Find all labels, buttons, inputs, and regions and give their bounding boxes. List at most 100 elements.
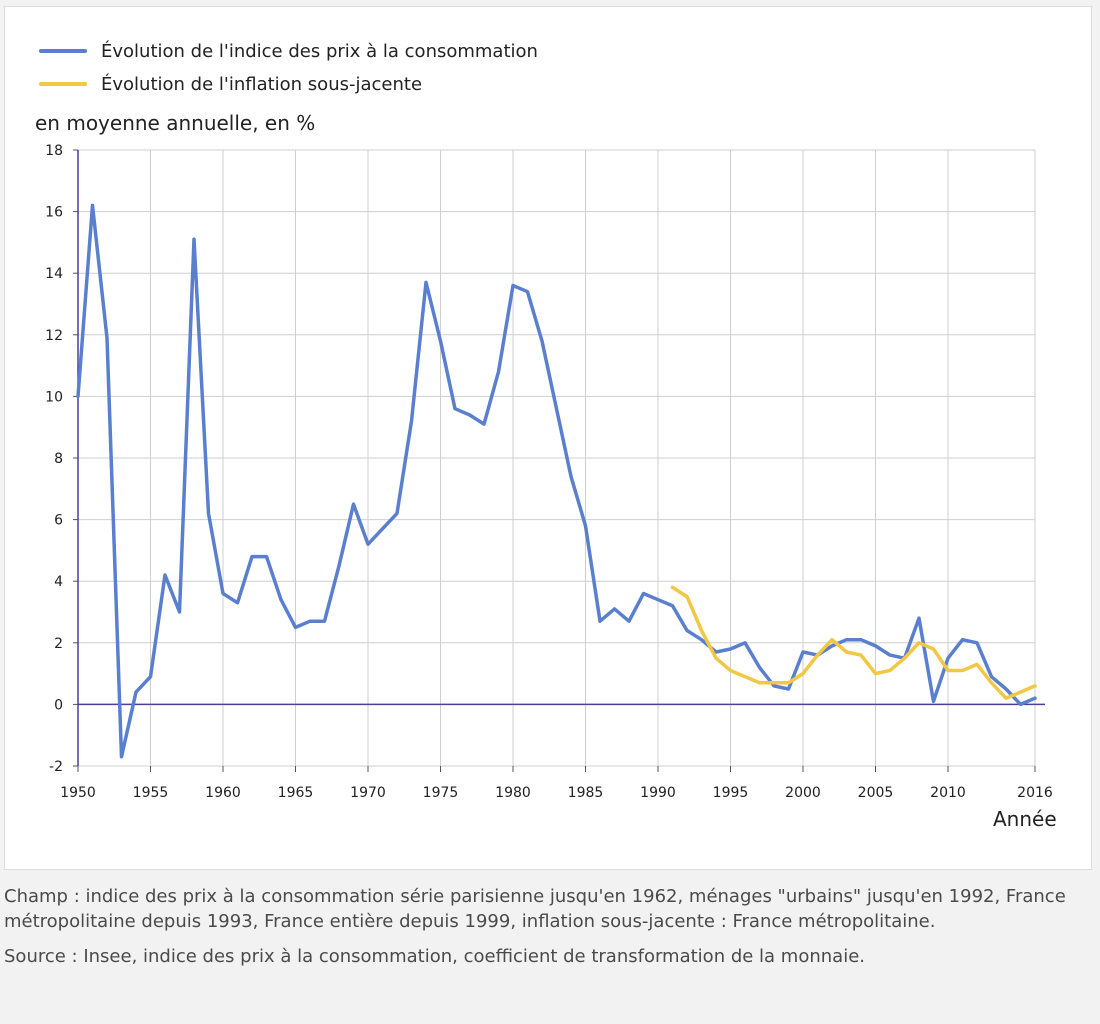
data-point-cpi-1987	[613, 608, 616, 610]
axes	[73, 149, 1045, 772]
data-point-cpi-2002	[831, 645, 833, 647]
data-point-cpi-1989	[642, 592, 645, 595]
data-point-cpi-1994	[715, 651, 717, 653]
data-point-cpi-2000	[802, 651, 804, 653]
x-tick-label-2016: 2016	[1017, 785, 1053, 801]
y-axis-label: en moyenne annuelle, en %	[35, 111, 316, 135]
data-point-core-inflation-2008	[918, 642, 920, 644]
data-point-cpi-2005	[874, 645, 877, 647]
data-point-cpi-2015	[1019, 703, 1022, 706]
data-point-core-inflation-2014	[1005, 697, 1007, 699]
data-point-cpi-1984	[570, 475, 572, 478]
x-tick-label-1965: 1965	[278, 785, 314, 801]
data-point-cpi-1972	[396, 512, 398, 515]
y-tick-label-6: 6	[54, 513, 63, 529]
data-point-core-inflation-1996	[744, 675, 746, 678]
data-point-cpi-1996	[744, 642, 746, 644]
champ-note: Champ : indice des prix à la consommatio…	[4, 886, 1066, 932]
x-tick-label-2005: 2005	[858, 785, 894, 801]
data-point-cpi-1974	[425, 281, 427, 284]
data-point-core-inflation-2006	[889, 669, 891, 672]
data-point-cpi-1997	[758, 666, 761, 669]
data-point-cpi-1971	[381, 528, 384, 530]
data-point-cpi-1960	[222, 592, 224, 595]
x-tick-label-1975: 1975	[423, 785, 459, 801]
data-point-cpi-2010	[947, 657, 949, 659]
data-point-cpi-2009	[932, 700, 935, 703]
data-point-core-inflation-1995	[729, 669, 732, 672]
data-point-cpi-2012	[976, 642, 978, 644]
data-point-cpi-2013	[990, 675, 993, 678]
legend-label-core-inflation: Évolution de l'inflation sous-jacente	[101, 73, 423, 95]
legend-item-cpi: Évolution de l'indice des prix à la cons…	[39, 39, 538, 63]
data-point-cpi-1979	[497, 371, 500, 373]
data-point-cpi-2003	[845, 638, 848, 641]
data-point-core-inflation-2011	[961, 669, 964, 672]
x-tick-label-2010: 2010	[930, 785, 966, 801]
data-point-cpi-1958	[193, 238, 195, 241]
legend-item-core-inflation: Évolution de l'inflation sous-jacente	[39, 72, 422, 96]
data-point-cpi-1975	[439, 340, 442, 342]
data-point-cpi-1963	[265, 555, 268, 558]
data-point-cpi-1999	[787, 688, 790, 690]
data-point-cpi-1973	[410, 420, 413, 422]
y-tick-label-14: 14	[45, 266, 63, 282]
data-point-cpi-1982	[541, 340, 543, 342]
y-tick-label-10: 10	[45, 389, 63, 405]
data-point-core-inflation-2003	[845, 651, 848, 653]
y-tick-label--2: -2	[49, 759, 63, 775]
x-tick-label-2000: 2000	[785, 785, 821, 801]
data-point-cpi-1985	[584, 525, 587, 527]
chart-panel: -2 0 2 4 6 8 10 12 14 16 18 1950 1955 1960 1965 1970 197…	[4, 6, 1092, 870]
y-tick-label-4: 4	[54, 574, 63, 590]
data-point-cpi-1988	[628, 620, 630, 622]
data-point-cpi-1976	[454, 407, 456, 410]
data-point-core-inflation-1993	[700, 629, 703, 632]
data-point-cpi-1950	[77, 395, 79, 398]
data-point-core-inflation-1992	[686, 595, 688, 598]
data-point-cpi-1980	[512, 284, 514, 287]
data-point-core-inflation-2012	[976, 663, 978, 666]
data-point-cpi-1965	[294, 626, 297, 629]
data-point-cpi-1959	[207, 512, 210, 515]
data-point-cpi-1962	[251, 555, 253, 558]
tick-labels: -2 0 2 4 6 8 10 12 14 16 18 1950 1955 1960 1965 1970 197…	[45, 143, 1053, 801]
data-point-cpi-1967	[323, 620, 326, 622]
data-point-cpi-1998	[773, 685, 775, 687]
data-point-cpi-1951	[91, 204, 94, 207]
legend-swatch-core-inflation	[39, 82, 87, 86]
data-point-cpi-1955	[149, 675, 152, 678]
series-lines	[76, 203, 1037, 759]
series-line-cpi	[76, 203, 1037, 759]
data-point-core-inflation-2016	[1034, 685, 1036, 687]
series-line-core-inflation	[670, 585, 1037, 700]
data-point-core-inflation-2004	[860, 654, 862, 656]
x-tick-label-1955: 1955	[133, 785, 169, 801]
x-tick-label-1960: 1960	[205, 785, 241, 801]
y-tick-label-12: 12	[45, 328, 63, 344]
data-point-core-inflation-2001	[816, 654, 819, 656]
x-tick-label-1990: 1990	[640, 785, 676, 801]
data-point-core-inflation-1994	[715, 657, 717, 659]
data-point-core-inflation-2013	[990, 682, 993, 684]
data-point-core-inflation-2000	[802, 672, 804, 675]
y-tick-label-16: 16	[45, 205, 63, 221]
data-point-cpi-1964	[280, 598, 282, 601]
data-point-cpi-1953	[120, 756, 123, 758]
x-tick-label-1950: 1950	[60, 785, 96, 801]
y-tick-label-18: 18	[45, 143, 63, 159]
data-point-cpi-1993	[700, 638, 703, 641]
data-point-cpi-1961	[236, 602, 239, 604]
data-point-cpi-1954	[135, 691, 137, 693]
data-point-cpi-1970	[367, 543, 369, 545]
data-point-core-inflation-2005	[874, 672, 877, 675]
x-tick-label-1995: 1995	[713, 785, 749, 801]
data-point-cpi-2016	[1034, 697, 1036, 699]
data-point-cpi-1991	[671, 605, 674, 607]
data-point-core-inflation-2002	[831, 638, 833, 641]
data-point-cpi-1992	[686, 629, 688, 632]
grid	[77, 149, 1036, 767]
legend-swatch-cpi	[39, 49, 87, 53]
data-point-core-inflation-2009	[932, 648, 935, 650]
data-point-core-inflation-1999	[787, 682, 790, 684]
